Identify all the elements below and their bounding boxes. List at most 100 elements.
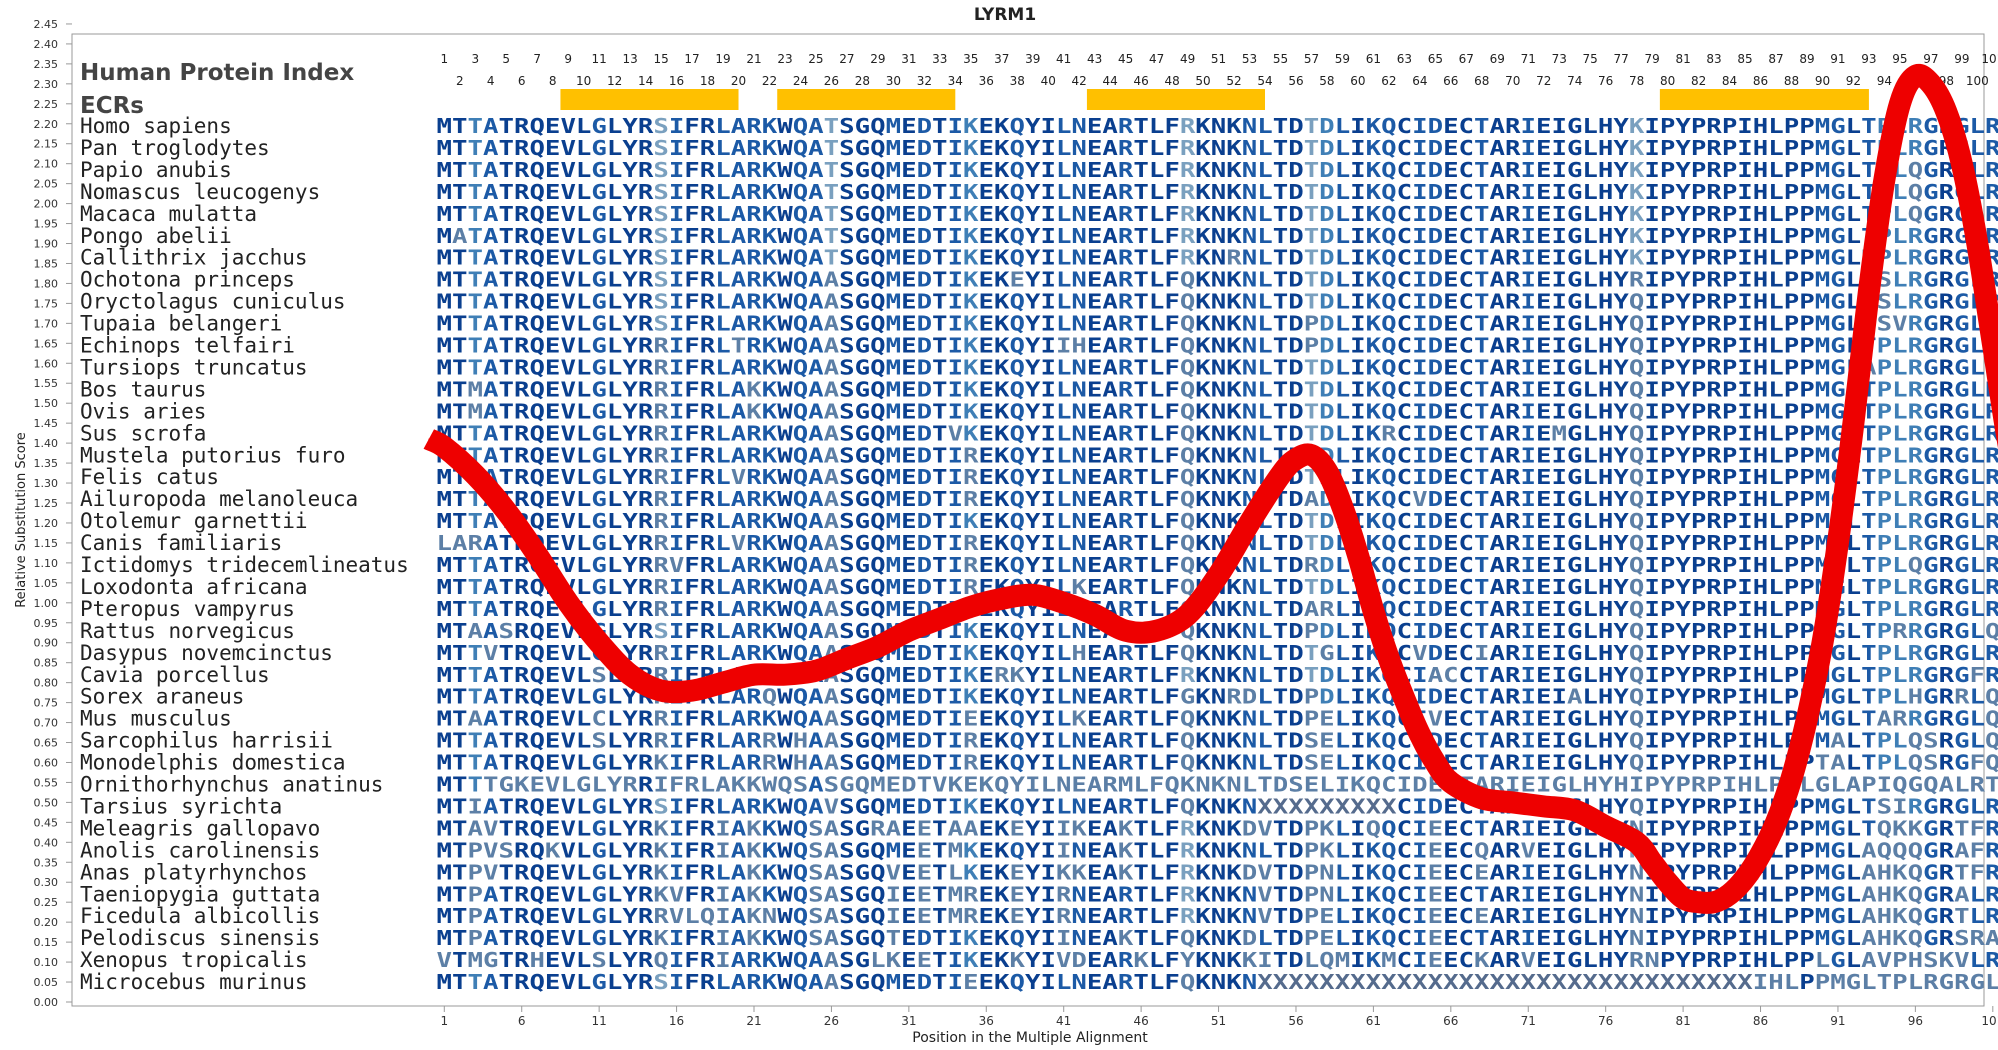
score-point <box>1403 698 1405 700</box>
x-tick-label: 66 <box>1443 1014 1458 1028</box>
index-number: 43 <box>1087 52 1102 66</box>
index-number: 52 <box>1226 74 1241 88</box>
species-label: Echinops telfairi <box>80 334 295 358</box>
x-tick-label: 51 <box>1211 1014 1226 1028</box>
score-point <box>970 606 972 608</box>
index-number: 11 <box>592 52 607 66</box>
index-number: 61 <box>1366 52 1381 66</box>
score-point <box>877 646 879 648</box>
index-number: 67 <box>1459 52 1474 66</box>
species-label: Anas platyrhynchos <box>80 860 308 884</box>
score-point <box>1775 821 1777 823</box>
human-protein-index-label: Human Protein Index <box>80 60 354 86</box>
y-axis: 0.00 0.05 0.10 0.15 0.20 0.25 0.30 0.35 0.40 0.45… <box>34 18 72 1009</box>
species-label: Tupaia belangeri <box>80 312 282 336</box>
ecr-bar <box>1659 89 1869 110</box>
index-number: 100 <box>1966 74 1989 88</box>
score-point <box>1574 809 1576 811</box>
index-number: 74 <box>1567 74 1582 88</box>
index-number: 64 <box>1412 74 1427 88</box>
y-tick-label: 1.65 <box>34 337 59 350</box>
index-number: 53 <box>1242 52 1257 66</box>
score-point <box>691 690 693 692</box>
score-point <box>1063 602 1065 604</box>
score-point <box>1868 290 1870 292</box>
species-label: Nomascus leucogenys <box>80 180 320 204</box>
species-label: Tarsius syrichta <box>80 794 282 818</box>
x-tick-label: 41 <box>1056 1014 1071 1028</box>
y-tick-label: 1.80 <box>34 277 59 290</box>
substitution-score-line <box>423 63 1998 914</box>
score-point <box>505 510 507 512</box>
species-label: Pteropus vampyrus <box>80 597 295 621</box>
score-point <box>784 674 786 676</box>
score-point <box>1822 642 1823 644</box>
y-tick-label: 1.00 <box>34 597 59 610</box>
score-point <box>1713 901 1715 903</box>
index-number: 37 <box>994 52 1009 66</box>
score-point <box>1341 506 1343 508</box>
index-number: 94 <box>1877 74 1892 88</box>
index-number: 21 <box>746 52 761 66</box>
x-tick-label: 21 <box>746 1014 761 1028</box>
x-tick-label: 71 <box>1521 1014 1536 1028</box>
score-point <box>1605 825 1607 827</box>
y-tick-label: 1.95 <box>34 218 59 231</box>
index-number: 15 <box>653 52 668 66</box>
y-tick-label: 2.20 <box>34 118 59 131</box>
score-point <box>1001 598 1003 600</box>
score-point <box>1481 797 1483 799</box>
score-point <box>1760 853 1761 855</box>
species-label: Taeniopygia guttata <box>80 882 320 906</box>
x-tick-label: 101 <box>1981 1014 1998 1028</box>
score-point <box>443 446 445 448</box>
score-point <box>1156 630 1158 632</box>
score-point <box>1667 881 1669 883</box>
index-number: 63 <box>1397 52 1412 66</box>
index-number: 16 <box>669 74 684 88</box>
y-tick-label: 2.35 <box>34 58 59 71</box>
index-number: 85 <box>1737 52 1752 66</box>
index-number: 73 <box>1552 52 1567 66</box>
x-tick-label: 11 <box>592 1014 607 1028</box>
x-tick-label: 96 <box>1908 1014 1923 1028</box>
y-tick-label: 1.50 <box>34 397 59 410</box>
index-number: 7 <box>533 52 541 66</box>
index-number: 92 <box>1846 74 1861 88</box>
x-tick-label: 31 <box>901 1014 916 1028</box>
y-tick-label: 0.85 <box>34 657 59 670</box>
y-tick-label: 1.10 <box>34 557 59 570</box>
species-label: Ailuropoda melanoleuca <box>80 487 358 511</box>
x-tick-label: 91 <box>1830 1014 1845 1028</box>
index-number: 88 <box>1784 74 1799 88</box>
y-tick-label: 1.35 <box>34 457 59 470</box>
species-label: Bos taurus <box>80 377 206 401</box>
index-number: 101 <box>1981 52 1998 66</box>
score-point <box>1883 179 1885 181</box>
y-tick-label: 0.50 <box>34 796 59 809</box>
index-number: 71 <box>1521 52 1536 66</box>
y-tick-label: 2.40 <box>34 38 59 51</box>
index-number: 78 <box>1629 74 1644 88</box>
index-number: 12 <box>607 74 622 88</box>
y-tick-label: 1.90 <box>34 238 59 251</box>
index-number: 42 <box>1072 74 1087 88</box>
score-point <box>1651 861 1653 863</box>
species-label: Loxodonta africana <box>80 575 308 599</box>
index-number: 19 <box>715 52 730 66</box>
species-label: Ornithorhynchus anatinus <box>80 773 383 797</box>
